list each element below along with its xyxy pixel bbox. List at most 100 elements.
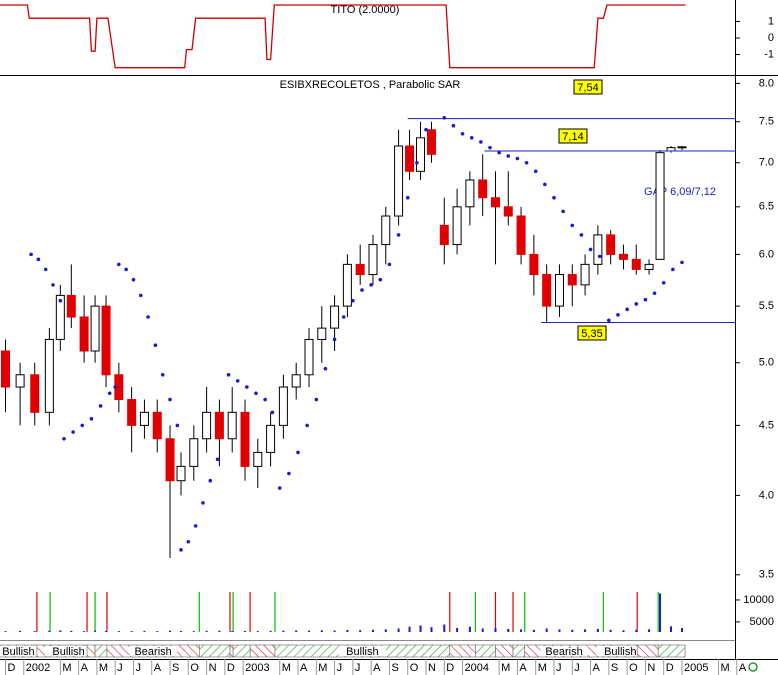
volume-bar xyxy=(659,593,662,632)
trend-segment xyxy=(86,644,96,658)
candle-body xyxy=(516,215,526,255)
x-tick-label: O xyxy=(190,662,199,674)
volume-bar xyxy=(397,628,400,632)
y-tick-label: 1 xyxy=(768,15,774,27)
candle-body xyxy=(478,179,488,199)
candle-body xyxy=(567,274,577,286)
sar-dot xyxy=(296,450,300,455)
volume-bar xyxy=(218,630,221,632)
volume-bar xyxy=(648,629,651,632)
sar-dot xyxy=(524,160,529,165)
trend-label-bg xyxy=(338,646,387,656)
candle-body xyxy=(381,215,391,246)
volume-bar xyxy=(4,631,7,632)
sar-dot xyxy=(179,548,183,552)
sar-dot xyxy=(117,262,121,267)
sar-dot xyxy=(360,288,364,292)
x-tick-label: 2003 xyxy=(245,662,269,674)
candle-body xyxy=(655,152,665,260)
sar-dot xyxy=(369,283,373,287)
trend-label: Bullish xyxy=(52,646,84,658)
trend-label-bg xyxy=(44,646,93,656)
sar-dot xyxy=(146,315,150,319)
volume-bar xyxy=(670,626,673,632)
candle-body xyxy=(189,438,199,467)
x-tick-label: D xyxy=(446,662,454,674)
sar-dot xyxy=(351,298,355,303)
tito-line xyxy=(0,4,686,69)
trend-segment xyxy=(232,644,251,658)
level-label-box xyxy=(573,79,603,95)
sar-dot xyxy=(98,404,103,408)
x-tick-label: J xyxy=(355,662,361,674)
price-title: ESIBXRECOLETOS , Parabolic SAR xyxy=(280,79,461,91)
candle-body xyxy=(227,411,237,440)
sar-dot xyxy=(616,313,620,317)
volume-bar xyxy=(231,631,234,632)
sar-dot xyxy=(460,131,465,136)
volume-bar xyxy=(384,629,387,632)
sar-dot xyxy=(488,145,492,150)
sar-dot xyxy=(43,267,48,272)
sar-dot xyxy=(235,379,240,383)
sar-dot xyxy=(387,262,392,267)
x-tick-label: O xyxy=(629,662,638,674)
sar-dot xyxy=(193,524,198,528)
candle-body xyxy=(593,234,603,265)
volume-bar xyxy=(282,630,285,632)
x-tick-label: M xyxy=(62,662,71,674)
sar-dot xyxy=(561,209,565,214)
candle-body xyxy=(490,197,500,208)
sar-dot xyxy=(287,471,291,476)
volume-bar xyxy=(430,627,433,632)
candle-body xyxy=(405,145,415,172)
volume-bar xyxy=(130,631,133,632)
volume-bar xyxy=(545,628,548,632)
sar-dot xyxy=(58,298,63,303)
volume-bar xyxy=(180,630,183,632)
sar-dot xyxy=(80,423,85,428)
sar-dot xyxy=(208,478,213,483)
candle-body xyxy=(618,253,628,260)
volume-bar xyxy=(346,630,349,632)
x-tick-label: J xyxy=(337,662,343,674)
sar-dot xyxy=(153,343,158,347)
y-tick-label: 5.0 xyxy=(759,357,774,369)
x-tick-label: M xyxy=(282,662,291,674)
volume-bar xyxy=(333,630,336,632)
candle-body xyxy=(278,386,288,426)
trend-label: Bullish xyxy=(2,646,34,658)
x-tick-label: A xyxy=(519,662,527,674)
sar-dot xyxy=(215,457,220,462)
volume-bar xyxy=(269,630,272,632)
sar-dot xyxy=(131,277,136,282)
volume-bar xyxy=(19,630,22,632)
x-tick-label: D xyxy=(227,662,235,674)
y-tick-label: 6.0 xyxy=(759,248,774,260)
volume-bar xyxy=(59,630,62,632)
volume-bar xyxy=(117,631,120,632)
volume-bar xyxy=(244,630,246,632)
volume-bar xyxy=(83,631,86,632)
y-tick-label: 5.5 xyxy=(759,300,774,312)
sar-dot xyxy=(51,283,55,287)
sar-dot xyxy=(588,247,593,252)
volume-bar xyxy=(571,629,574,632)
volume-bar xyxy=(635,629,638,632)
volume-bar xyxy=(680,628,683,632)
volume-bar xyxy=(192,631,195,632)
y-tick-label: 8.0 xyxy=(759,77,774,89)
trend-label: Bullish xyxy=(604,646,636,658)
x-tick-label: 2004 xyxy=(465,662,489,674)
trend-label-bg xyxy=(540,646,588,656)
trend-segment xyxy=(512,644,526,658)
tito-title: TITO (2.0000) xyxy=(331,4,400,16)
trend-label: Bearish xyxy=(134,646,171,658)
sar-dot xyxy=(186,539,191,544)
sar-dot xyxy=(643,297,648,302)
x-tick-label: J xyxy=(574,662,580,674)
sar-dot xyxy=(634,302,639,306)
candle-body xyxy=(0,350,10,388)
candle-body xyxy=(139,411,149,426)
volume-bar xyxy=(156,631,159,632)
